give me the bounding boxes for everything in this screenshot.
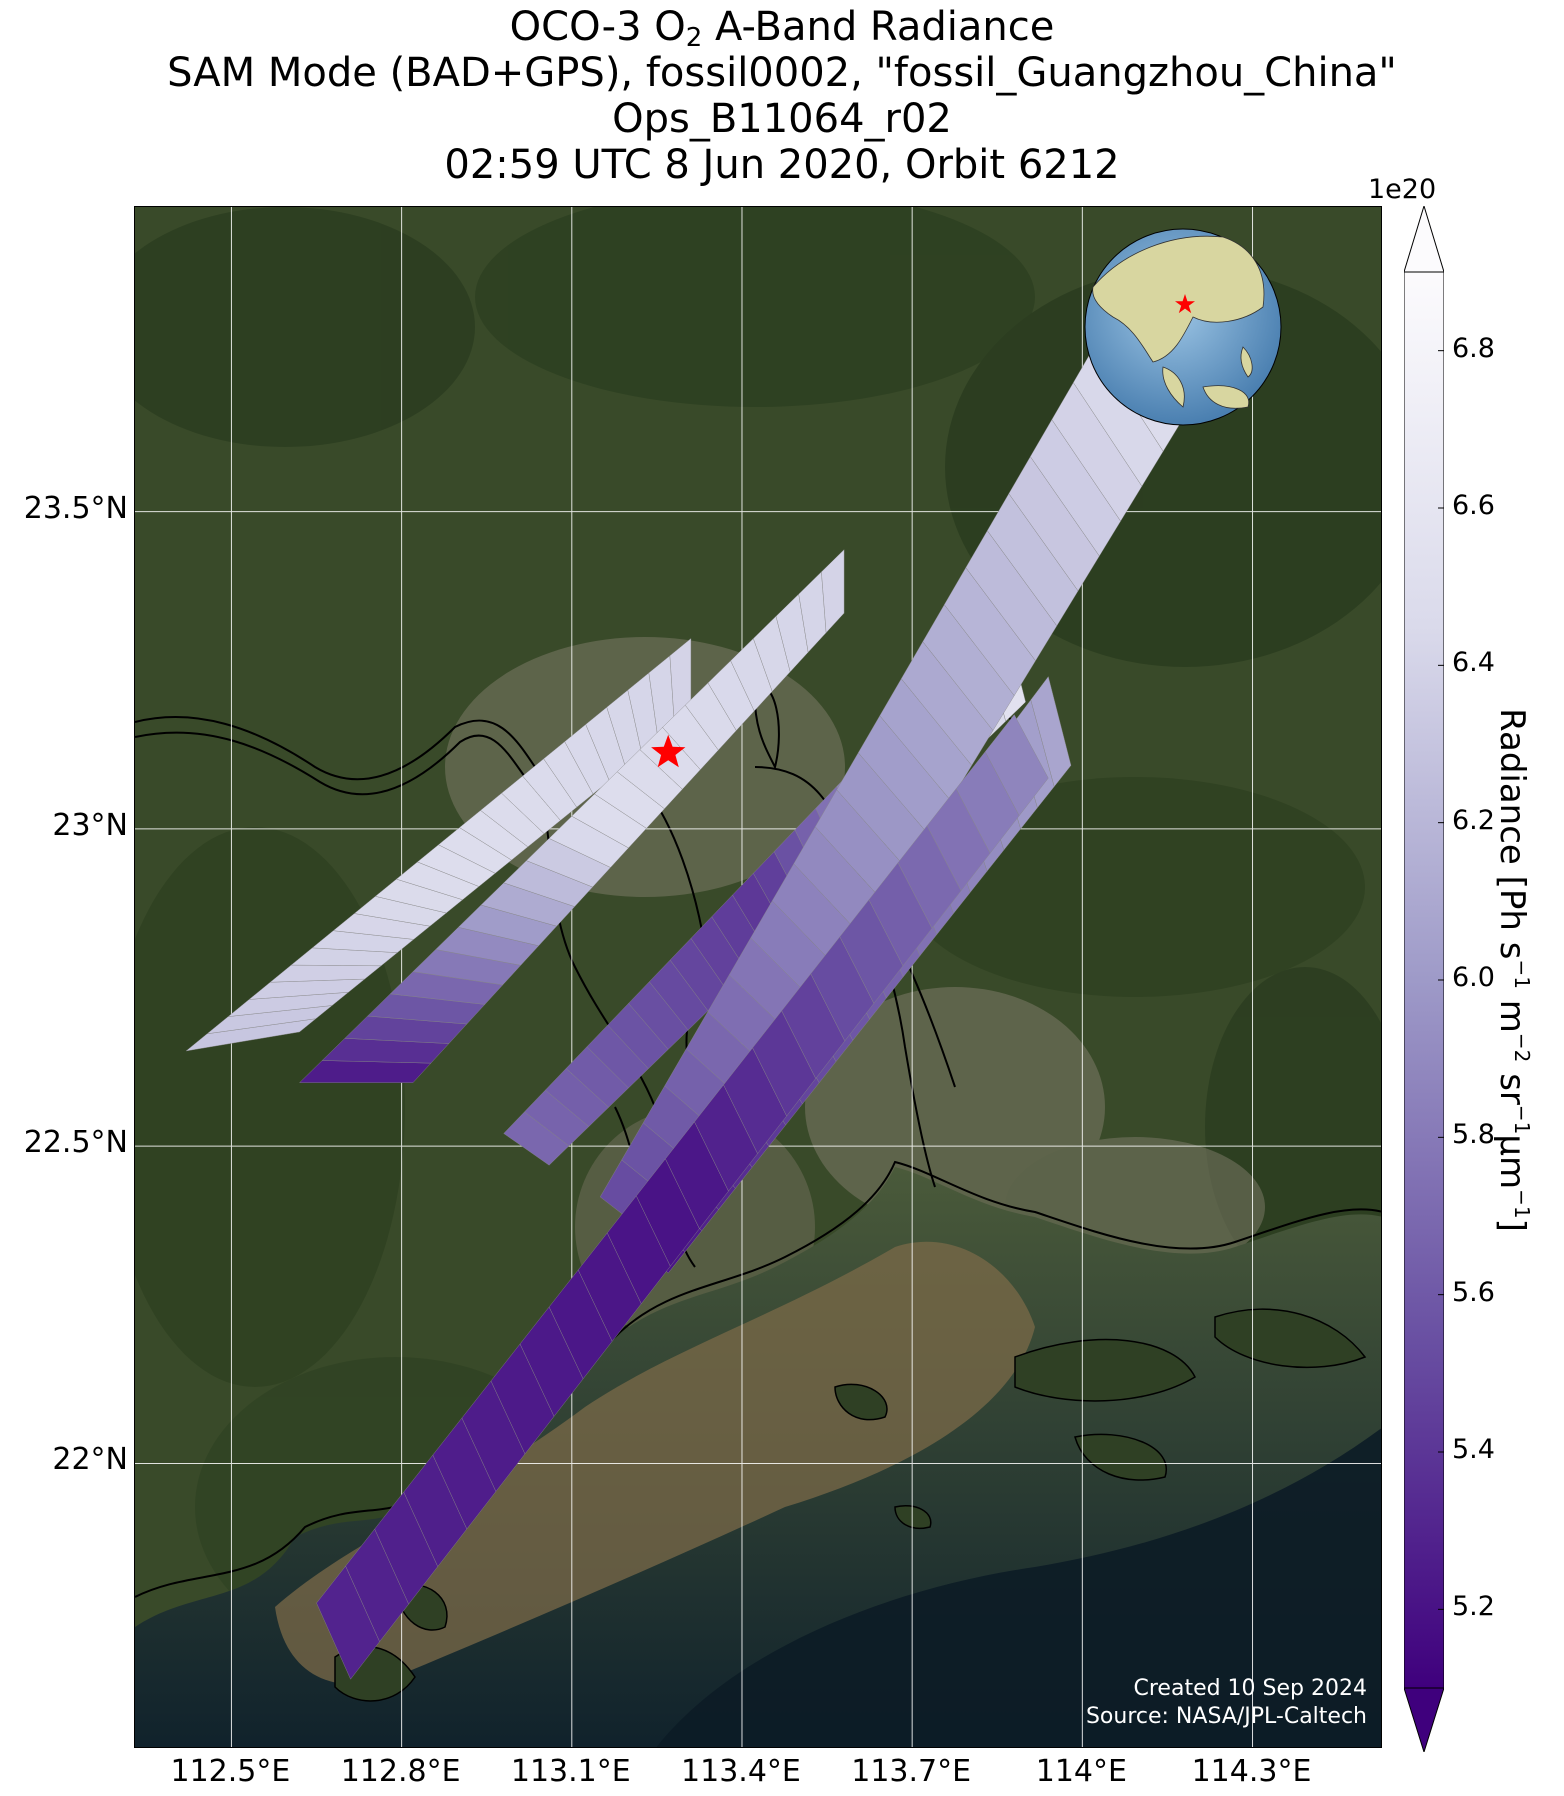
target-star-marker	[651, 734, 686, 768]
swath-segment	[299, 1060, 432, 1083]
lon-tick-label: 113.1°E	[510, 1754, 631, 1789]
lat-tick-label: 23°N	[52, 807, 128, 843]
title-line-4: 02:59 UTC 8 Jun 2020, Orbit 6212	[444, 142, 1120, 188]
globe-star-icon	[1175, 294, 1195, 314]
lat-tick-label: 22.5°N	[23, 1125, 128, 1161]
colorbar-tick-label: 6.4	[1452, 647, 1495, 679]
lon-tick-label: 114°E	[1035, 1754, 1127, 1789]
deep-sea	[656, 1428, 1381, 1747]
radiance-swaths	[185, 308, 1185, 1680]
gridlines	[135, 207, 1381, 1747]
swath-2	[299, 549, 845, 1083]
lat-tick-label: 22°N	[52, 1442, 128, 1478]
colorbar	[1404, 206, 1444, 1752]
swath-segment	[821, 549, 845, 634]
swath-1	[185, 638, 692, 1052]
colorbar-tick-label: 5.6	[1452, 1276, 1495, 1308]
title-line-3: Ops_B11064_r02	[612, 96, 952, 142]
credit-created: Created 10 Sep 2024	[1133, 1676, 1368, 1701]
swath-6	[316, 714, 1049, 1680]
colorbar-tick-label: 5.2	[1452, 1591, 1495, 1623]
swath-segment	[1030, 676, 1072, 788]
credit-source: Source: NASA/JPL-Caltech	[1085, 1704, 1367, 1729]
lon-tick-label: 113.4°E	[681, 1754, 801, 1789]
colorbar-extend-min	[1404, 1687, 1444, 1752]
colorbar-tick-label: 6.8	[1452, 332, 1495, 364]
map-canvas	[135, 207, 1381, 1747]
lon-tick-label: 112.5°E	[170, 1754, 291, 1789]
colorbar-tick-label: 6.6	[1452, 490, 1495, 521]
credit-text: Created 10 Sep 2024 Source: NASA/JPL-Cal…	[1086, 1675, 1367, 1731]
islands	[334, 1308, 1367, 1702]
title-line-1: OCO-3 O2 A-Band Radiance	[509, 4, 1055, 53]
colorbar-tick-label: 5.4	[1452, 1434, 1495, 1465]
lat-tick-label: 23.5°N	[23, 490, 128, 526]
swath-segment	[984, 714, 1049, 817]
colorbar-tick-label: 5.8	[1452, 1119, 1495, 1151]
colorbar-ticks	[1438, 350, 1444, 1610]
colorbar-tick-label: 6.0	[1452, 962, 1495, 993]
plot-title: OCO-3 O2 A-Band Radiance SAM Mode (BAD+G…	[0, 4, 1564, 188]
map-panel: Created 10 Sep 2024 Source: NASA/JPL-Cal…	[134, 206, 1382, 1748]
lon-tick-label: 114.3°E	[1191, 1754, 1312, 1789]
globe-inset	[1084, 228, 1282, 426]
lon-tick-label: 113.7°E	[851, 1754, 972, 1789]
colorbar-scale-label: 1e20	[1368, 174, 1437, 205]
colorbar-tick-label: 6.2	[1452, 804, 1495, 836]
colorbar-title: Radiance [Ph s−1 m−2 sr−1µm−1]	[1492, 708, 1534, 1232]
title-line-2: SAM Mode (BAD+GPS), fossil0002, "fossil_…	[167, 50, 1397, 96]
lon-tick-label: 112.8°E	[340, 1754, 461, 1789]
colorbar-extend-max	[1404, 206, 1444, 273]
